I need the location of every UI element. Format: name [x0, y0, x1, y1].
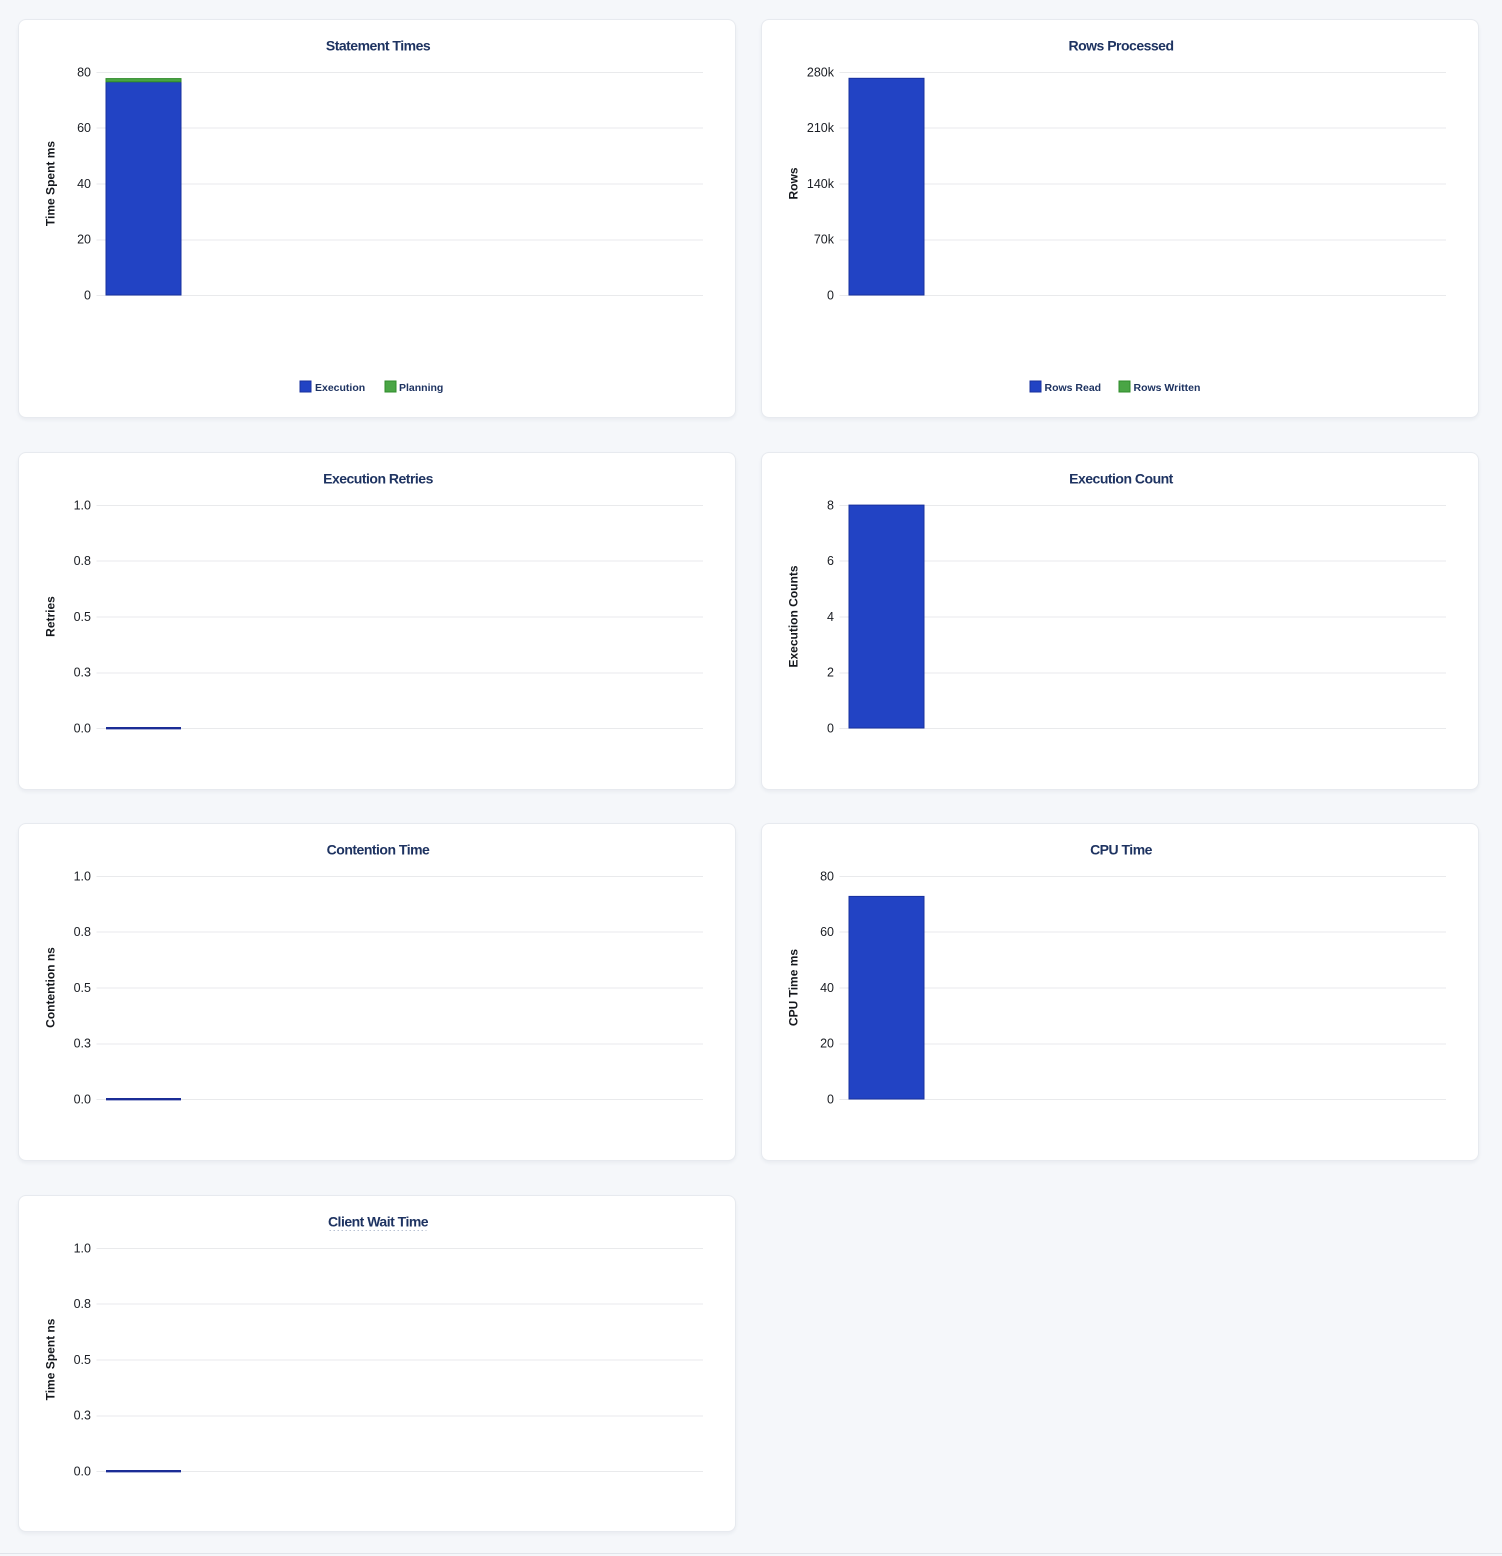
- svg-text:Contention ns: Contention ns: [44, 947, 58, 1028]
- svg-text:Client Wait Time: Client Wait Time: [328, 1214, 429, 1230]
- svg-text:Execution Count: Execution Count: [1069, 471, 1174, 487]
- svg-text:0.3: 0.3: [74, 666, 91, 680]
- svg-text:6: 6: [827, 554, 834, 568]
- svg-text:80: 80: [77, 65, 91, 79]
- svg-text:Execution Retries: Execution Retries: [323, 471, 433, 487]
- svg-text:Execution Counts: Execution Counts: [787, 565, 801, 667]
- svg-text:1.0: 1.0: [74, 1241, 91, 1255]
- svg-text:Contention Time: Contention Time: [327, 842, 430, 858]
- svg-text:Retries: Retries: [44, 596, 58, 637]
- svg-text:0: 0: [827, 721, 834, 735]
- svg-text:80: 80: [820, 869, 834, 883]
- svg-text:70k: 70k: [814, 233, 835, 247]
- svg-text:1.0: 1.0: [74, 498, 91, 512]
- svg-text:60: 60: [820, 925, 834, 939]
- svg-text:0.8: 0.8: [74, 925, 91, 939]
- svg-text:0.0: 0.0: [74, 1092, 91, 1106]
- svg-text:0.3: 0.3: [74, 1037, 91, 1051]
- svg-text:8: 8: [827, 498, 834, 512]
- svg-text:280k: 280k: [807, 65, 835, 79]
- svg-text:0: 0: [84, 288, 91, 302]
- svg-text:0: 0: [827, 288, 834, 302]
- svg-text:CPU Time: CPU Time: [1090, 842, 1153, 858]
- svg-text:Rows Processed: Rows Processed: [1068, 38, 1173, 54]
- svg-text:1.0: 1.0: [74, 869, 91, 883]
- svg-text:20: 20: [820, 1037, 834, 1051]
- svg-text:0.8: 0.8: [74, 1297, 91, 1311]
- svg-text:0.0: 0.0: [74, 1464, 91, 1478]
- svg-text:Rows: Rows: [787, 167, 801, 199]
- svg-text:CPU Time ms: CPU Time ms: [787, 949, 801, 1026]
- svg-text:Rows Read: Rows Read: [1045, 382, 1102, 394]
- svg-text:Time Spent ns: Time Spent ns: [44, 1318, 58, 1400]
- svg-text:0.5: 0.5: [74, 610, 91, 624]
- svg-text:0.3: 0.3: [74, 1409, 91, 1423]
- svg-text:Execution: Execution: [315, 382, 365, 394]
- svg-text:40: 40: [820, 981, 834, 995]
- svg-text:40: 40: [77, 177, 91, 191]
- svg-text:0.5: 0.5: [74, 981, 91, 995]
- svg-text:4: 4: [827, 610, 834, 624]
- svg-text:210k: 210k: [807, 121, 835, 135]
- svg-text:Rows Written: Rows Written: [1134, 382, 1201, 394]
- svg-text:20: 20: [77, 233, 91, 247]
- svg-text:Time Spent ms: Time Spent ms: [44, 141, 58, 226]
- svg-text:0.5: 0.5: [74, 1353, 91, 1367]
- svg-text:60: 60: [77, 121, 91, 135]
- svg-text:140k: 140k: [807, 177, 835, 191]
- svg-text:0: 0: [827, 1092, 834, 1106]
- svg-text:Statement Times: Statement Times: [326, 38, 431, 54]
- svg-text:2: 2: [827, 666, 834, 680]
- svg-text:Planning: Planning: [399, 382, 443, 394]
- svg-text:0.8: 0.8: [74, 554, 91, 568]
- svg-text:0.0: 0.0: [74, 721, 91, 735]
